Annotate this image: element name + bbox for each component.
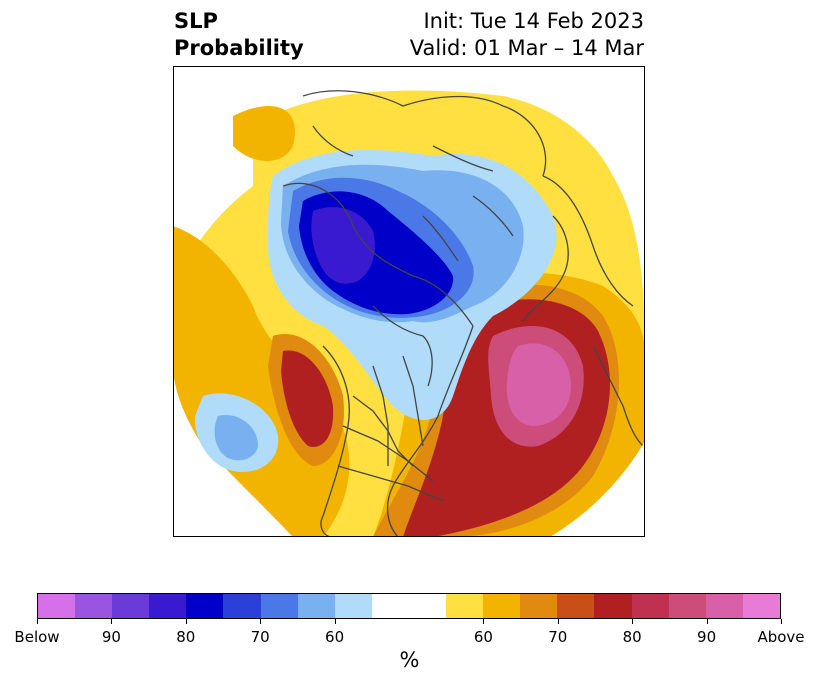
colorbar-cell [75, 594, 113, 618]
colorbar-cell [186, 594, 224, 618]
colorbar-cell [742, 594, 780, 618]
colorbar-tickmark [632, 619, 634, 624]
colorbar-tick-label: 60 [473, 628, 493, 646]
colorbar-cell [446, 594, 484, 618]
below-region [194, 150, 557, 472]
init-date: Init: Tue 14 Feb 2023 [423, 9, 644, 33]
map-title: SLP Probability [174, 8, 304, 62]
colorbar-tickmark [781, 619, 782, 624]
colorbar-tick-label: 80 [622, 628, 642, 646]
colorbar-tick-label: Above [757, 628, 805, 646]
colorbar-tick-label: 90 [101, 628, 121, 646]
colorbar-tickmark [260, 619, 262, 624]
probability-map [173, 66, 645, 537]
colorbar-cell [557, 594, 595, 618]
date-info: Init: Tue 14 Feb 2023 Valid: 01 Mar – 14… [410, 8, 644, 62]
colorbar-cell [112, 594, 150, 618]
colorbar-tickmark [483, 619, 485, 624]
colorbar-cell [705, 594, 743, 618]
colorbar-cell [38, 594, 76, 618]
coastlines [282, 90, 644, 537]
colorbar-cell [594, 594, 632, 618]
colorbar-cell [334, 594, 372, 618]
colorbar-cell [297, 594, 335, 618]
above-strong-region [268, 284, 620, 537]
title-line2: Probability [174, 36, 304, 60]
title-line1: SLP [174, 9, 218, 33]
colorbar-tickmark [334, 619, 336, 624]
colorbar [37, 593, 781, 619]
colorbar-tickmark [557, 619, 559, 624]
colorbar-tickmark [185, 619, 187, 624]
colorbar-cell [520, 594, 558, 618]
colorbar-cell [260, 594, 298, 618]
colorbar-cell [668, 594, 706, 618]
colorbar-tick-label: 80 [176, 628, 196, 646]
colorbar-tickmark [111, 619, 113, 624]
valid-range: Valid: 01 Mar – 14 Mar [409, 36, 644, 60]
colorbar-tick-label: 70 [250, 628, 270, 646]
colorbar-tick-label: Below [14, 628, 60, 646]
colorbar-tick-label: 70 [548, 628, 568, 646]
colorbar-tickmark [37, 619, 38, 624]
colorbar-cell [631, 594, 669, 618]
colorbar-tick-label: 60 [325, 628, 345, 646]
colorbar-tick-label: 90 [697, 628, 717, 646]
colorbar-cell [223, 594, 261, 618]
colorbar-units: % [399, 648, 420, 672]
colorbar-cell [371, 594, 409, 618]
colorbar-cell [483, 594, 521, 618]
colorbar-cell [408, 594, 447, 618]
colorbar-tickmark [706, 619, 708, 624]
colorbar-cell [149, 594, 187, 618]
